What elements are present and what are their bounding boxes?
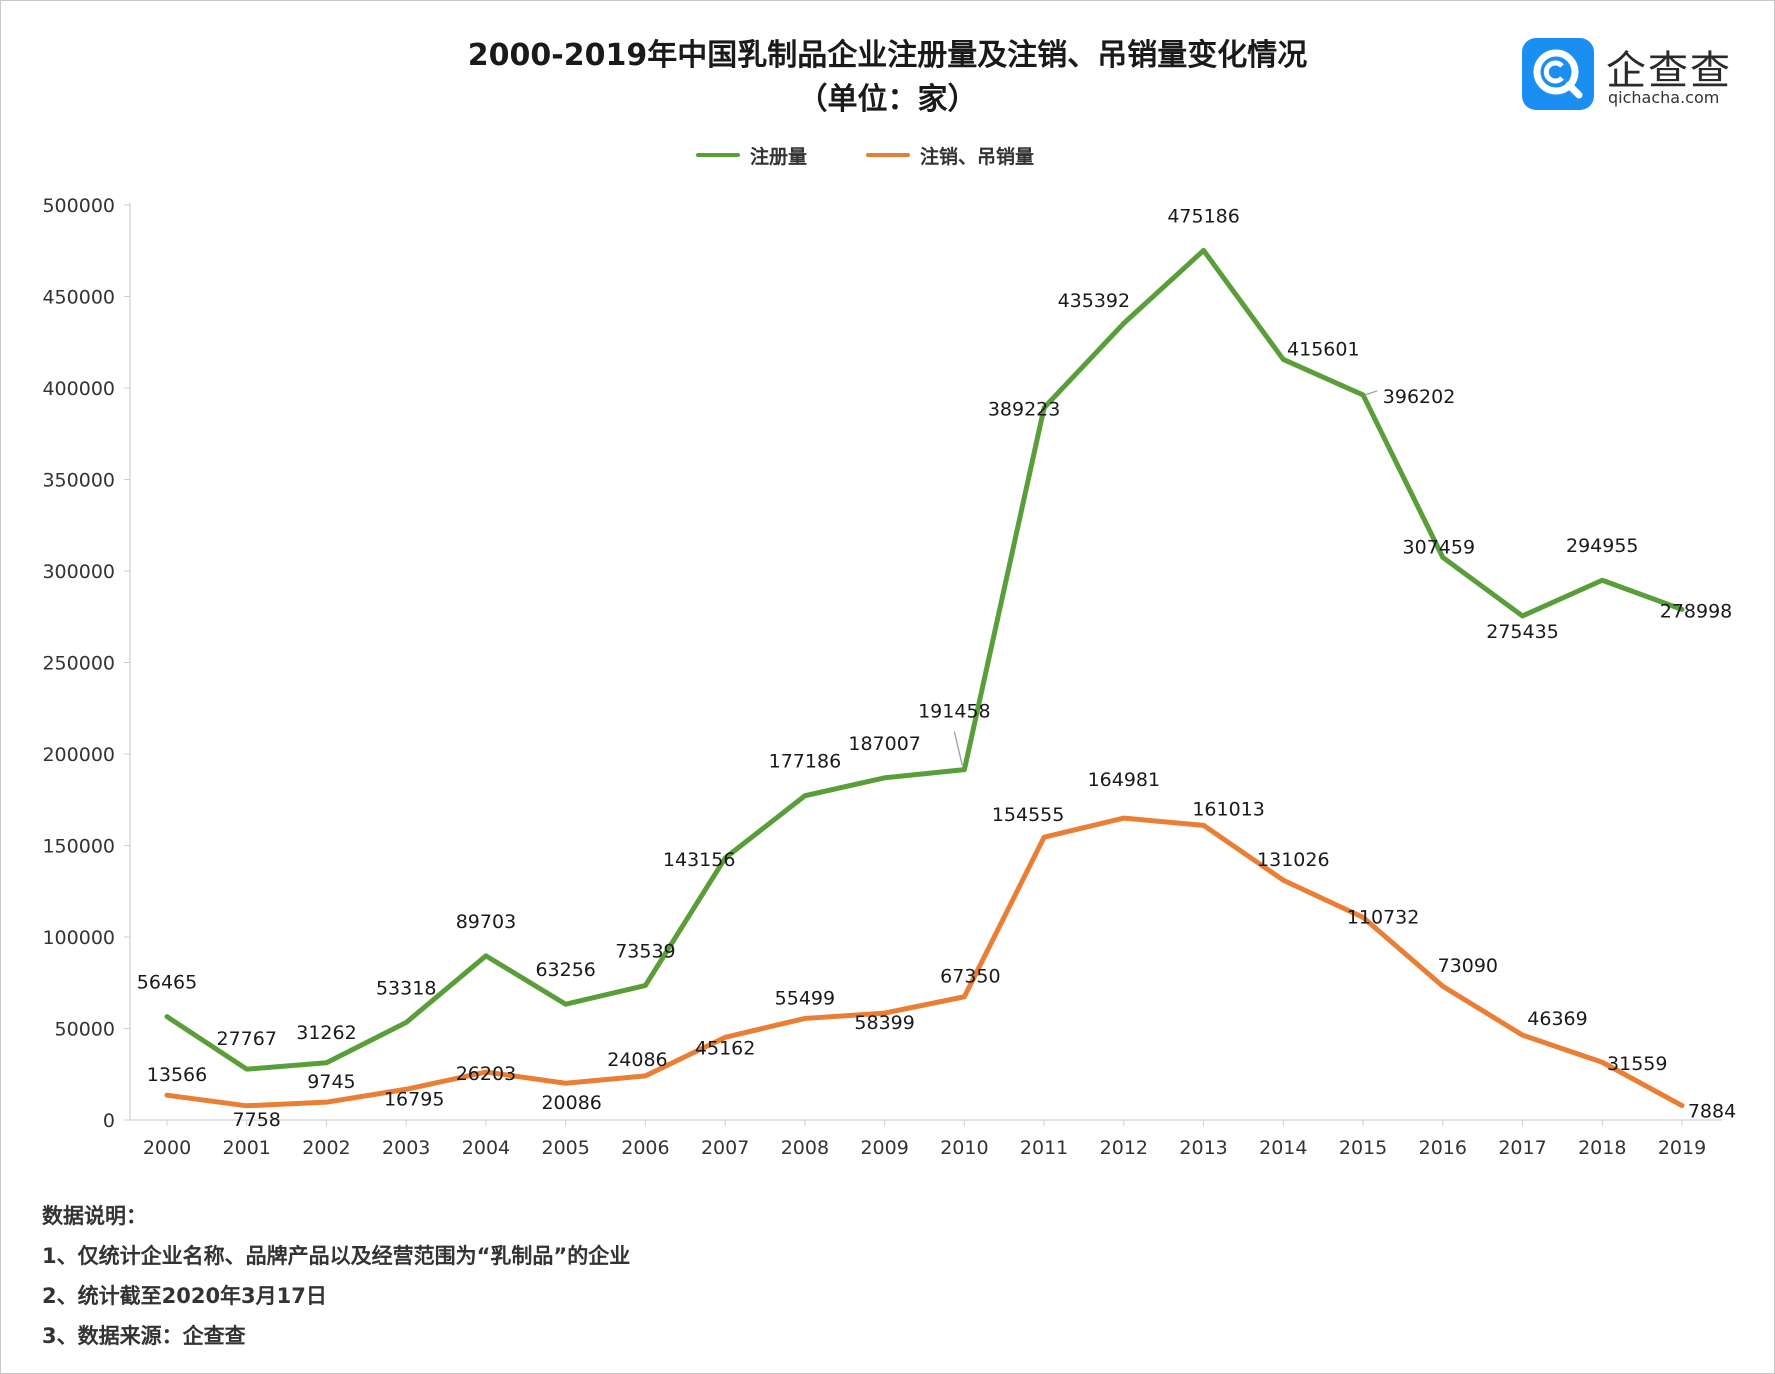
- data-label-registered: 73539: [615, 940, 675, 962]
- x-tick-label: 2010: [940, 1137, 988, 1159]
- series-line-cancelled: [164, 815, 1685, 1109]
- chart-legend: 注册量 注销、吊销量: [0, 140, 1775, 170]
- data-label-cancelled: 24086: [607, 1049, 667, 1071]
- data-label-cancelled: 131026: [1257, 849, 1330, 871]
- x-tick-label: 2003: [382, 1137, 430, 1159]
- data-label-cancelled: 45162: [695, 1037, 755, 1059]
- x-tick-label: 2001: [223, 1137, 271, 1159]
- data-label-registered: 396202: [1383, 386, 1456, 408]
- data-label-registered: 53318: [376, 977, 436, 999]
- y-tick-label: 50000: [55, 1019, 115, 1041]
- x-tick-label: 2019: [1658, 1137, 1706, 1159]
- legend-swatch-cancelled: [866, 153, 910, 157]
- y-tick-label: 400000: [42, 378, 115, 400]
- data-label-registered: 63256: [535, 959, 595, 981]
- data-label-registered: 191458: [918, 701, 991, 723]
- data-label-registered: 294955: [1566, 535, 1639, 557]
- data-notes: 数据说明： 1、仅统计企业名称、品牌产品以及经营范围为“乳制品”的企业 2、统计…: [42, 1196, 630, 1356]
- y-tick-label: 300000: [42, 561, 115, 583]
- data-label-cancelled: 58399: [854, 1012, 914, 1034]
- label-leader-line: [1364, 390, 1378, 396]
- data-label-cancelled: 31559: [1607, 1053, 1667, 1075]
- y-tick-label: 250000: [42, 653, 115, 675]
- x-tick-label: 2013: [1179, 1137, 1227, 1159]
- notes-heading: 数据说明：: [42, 1204, 147, 1228]
- series-line-registered: [164, 247, 1685, 1072]
- y-tick-label: 0: [103, 1110, 115, 1132]
- x-tick-label: 2007: [701, 1137, 749, 1159]
- chart-subtitle: （单位：家）: [797, 82, 978, 117]
- data-label-cancelled: 9745: [307, 1071, 355, 1093]
- x-tick-label: 2016: [1419, 1137, 1467, 1159]
- x-tick-label: 2014: [1259, 1137, 1307, 1159]
- y-tick-label: 150000: [42, 836, 115, 858]
- data-label-registered: 177186: [769, 751, 842, 773]
- notes-item: 2、统计截至2020年3月17日: [42, 1284, 327, 1308]
- notes-item: 3、数据来源：企查查: [42, 1324, 246, 1348]
- legend-label-registered: 注册量: [750, 146, 808, 168]
- data-label-cancelled: 16795: [384, 1088, 444, 1110]
- data-label-cancelled: 110732: [1347, 906, 1420, 928]
- y-tick-label: 200000: [42, 744, 115, 766]
- x-tick-label: 2008: [781, 1137, 829, 1159]
- data-label-cancelled: 7884: [1688, 1101, 1736, 1123]
- notes-item: 1、仅统计企业名称、品牌产品以及经营范围为“乳制品”的企业: [42, 1244, 631, 1268]
- x-tick-label: 2012: [1100, 1137, 1148, 1159]
- x-tick-label: 2000: [143, 1137, 191, 1159]
- y-tick-label: 350000: [42, 470, 115, 492]
- data-label-registered: 389223: [988, 399, 1061, 421]
- data-label-registered: 89703: [456, 911, 516, 933]
- data-label-registered: 415601: [1287, 338, 1360, 360]
- data-label-cancelled: 55499: [775, 987, 835, 1009]
- data-label-registered: 143156: [663, 849, 736, 871]
- data-label-registered: 278998: [1660, 600, 1733, 622]
- data-label-cancelled: 7758: [233, 1109, 281, 1131]
- brand-domain: qichacha.com: [1608, 88, 1720, 107]
- x-tick-label: 2011: [1020, 1137, 1068, 1159]
- data-label-cancelled: 13566: [147, 1064, 207, 1086]
- brand-name: 企查查: [1606, 48, 1732, 94]
- data-label-registered: 307459: [1403, 536, 1476, 558]
- data-label-registered: 187007: [848, 733, 921, 755]
- data-label-cancelled: 46369: [1527, 1008, 1587, 1030]
- data-label-cancelled: 20086: [541, 1092, 601, 1114]
- data-label-cancelled: 67350: [940, 966, 1000, 988]
- data-label-registered: 27767: [217, 1028, 277, 1050]
- data-label-registered: 475186: [1167, 205, 1240, 227]
- data-label-cancelled: 26203: [456, 1063, 516, 1085]
- x-tick-label: 2005: [542, 1137, 590, 1159]
- chart-title: 2000-2019年中国乳制品企业注册量及注销、吊销量变化情况: [467, 38, 1308, 73]
- x-tick-label: 2018: [1578, 1137, 1626, 1159]
- data-label-cancelled: 73090: [1438, 955, 1498, 977]
- brand-logo: 企查查 qichacha.com: [1522, 38, 1732, 110]
- data-label-registered: 31262: [296, 1022, 356, 1044]
- label-leader-line: [953, 731, 963, 766]
- x-tick-label: 2009: [860, 1137, 908, 1159]
- x-tick-label: 2017: [1498, 1137, 1546, 1159]
- data-label-cancelled: 154555: [992, 804, 1065, 826]
- data-label-registered: 435392: [1058, 290, 1131, 312]
- qichacha-logo-icon: [1522, 38, 1594, 110]
- y-tick-label: 500000: [42, 195, 115, 217]
- y-tick-label: 450000: [42, 287, 115, 309]
- x-tick-label: 2015: [1339, 1137, 1387, 1159]
- data-label-registered: 275435: [1486, 621, 1559, 643]
- legend-swatch-registered: [696, 153, 740, 157]
- y-tick-label: 100000: [42, 927, 115, 949]
- legend-label-cancelled: 注销、吊销量: [920, 146, 1035, 168]
- data-label-registered: 56465: [137, 972, 197, 994]
- x-tick-label: 2006: [621, 1137, 669, 1159]
- data-label-cancelled: 164981: [1088, 769, 1161, 791]
- data-label-cancelled: 161013: [1192, 798, 1265, 820]
- x-tick-label: 2002: [302, 1137, 350, 1159]
- x-tick-label: 2004: [462, 1137, 510, 1159]
